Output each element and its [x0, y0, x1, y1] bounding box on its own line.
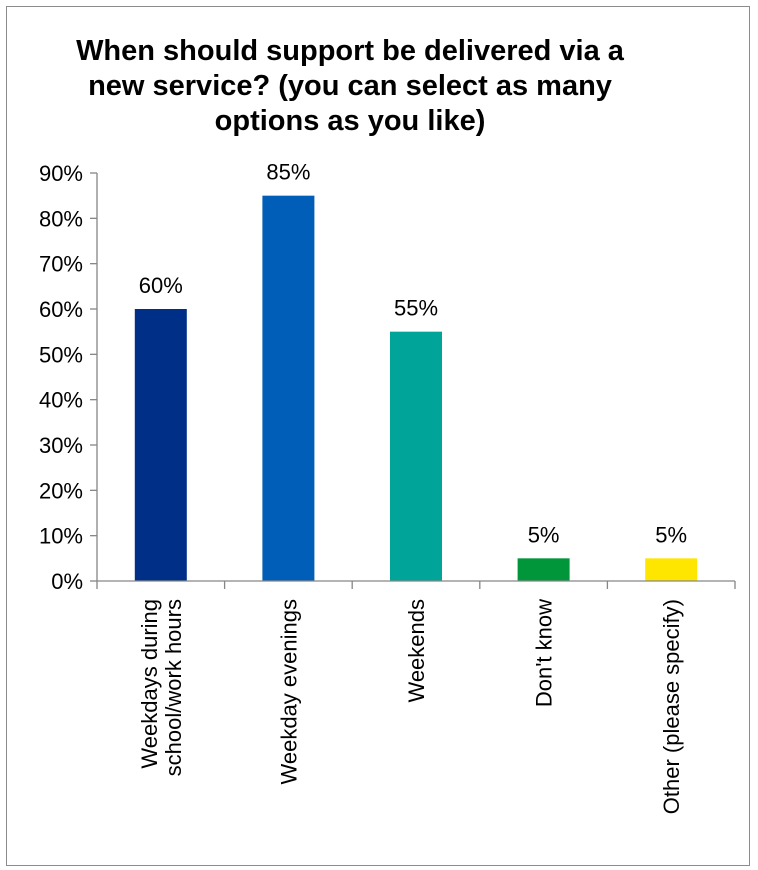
bar — [262, 195, 315, 581]
x-tick-label: Weekday evenings — [276, 599, 301, 785]
y-tick-label: 0% — [51, 569, 83, 594]
bar — [390, 331, 442, 581]
x-tick-label: Other (please specify) — [659, 599, 684, 814]
bar — [517, 558, 570, 581]
x-axis — [96, 580, 736, 589]
y-axis: 0% 10% 20% 30% 40% 50% 60% 70% 80% 90% — [39, 161, 98, 594]
y-tick-label: 70% — [39, 252, 83, 277]
bar — [645, 558, 698, 581]
x-tick-labels-group: Weekdays during school/work hours Weekday … — [137, 599, 684, 814]
data-label: 5% — [655, 522, 687, 547]
y-tick-label: 60% — [39, 297, 83, 322]
data-label: 5% — [528, 522, 560, 547]
bars-group — [134, 195, 698, 581]
y-tick-label: 50% — [39, 342, 83, 367]
x-tick-label: school/work hours — [161, 599, 186, 776]
y-tick-label: 10% — [39, 524, 83, 549]
x-tick-label: Don't know — [532, 599, 557, 707]
y-tick-label: 90% — [39, 161, 83, 186]
data-label: 60% — [139, 273, 183, 298]
y-tick-label: 80% — [39, 206, 83, 231]
y-tick-label: 20% — [39, 478, 83, 503]
data-label: 85% — [266, 160, 310, 185]
chart-frame — [6, 6, 750, 866]
y-tick-label: 40% — [39, 388, 83, 413]
x-tick-label: Weekdays during — [137, 599, 162, 769]
data-label: 55% — [394, 296, 438, 321]
bar — [134, 309, 187, 581]
y-tick-label: 30% — [39, 433, 83, 458]
chart-title: When should support be delivered via a n… — [76, 35, 624, 137]
x-tick-label: Weekends — [404, 599, 429, 703]
data-labels-group: 60% 85% 55% 5% 5% — [139, 160, 687, 548]
